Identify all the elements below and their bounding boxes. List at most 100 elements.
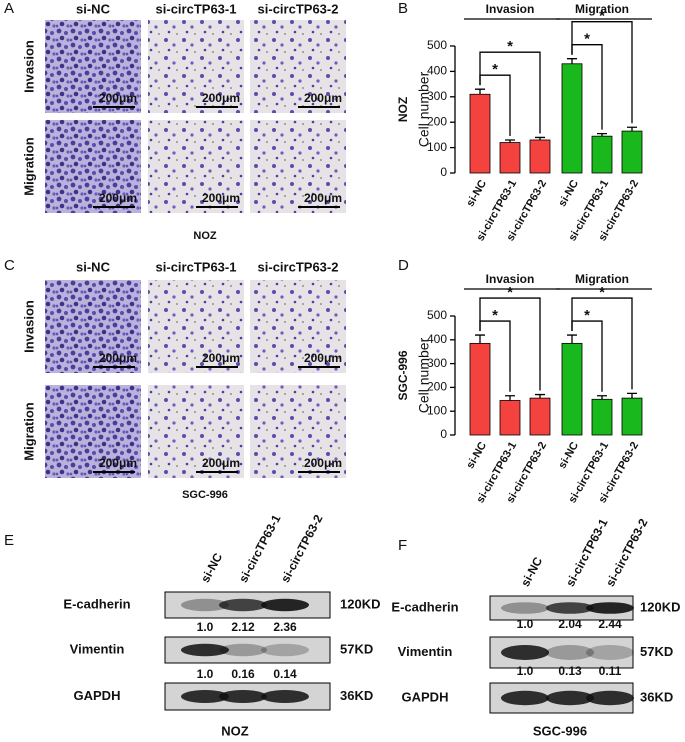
protein-label: Vimentin bbox=[70, 641, 125, 656]
blot-band bbox=[586, 690, 634, 706]
significance-mark: * bbox=[492, 307, 498, 324]
scale-bar-label: 200μm bbox=[202, 351, 240, 365]
row-label: Invasion bbox=[21, 40, 36, 93]
bar bbox=[529, 397, 551, 436]
error-bar bbox=[627, 392, 637, 399]
subject-label: SGC-996 bbox=[396, 350, 410, 400]
blot-band bbox=[546, 645, 594, 660]
size-label: 36KD bbox=[340, 688, 373, 703]
significance-mark: * bbox=[599, 8, 605, 25]
bar bbox=[561, 342, 583, 436]
blot-band bbox=[546, 690, 594, 706]
lane-label: si-circTP63-2 bbox=[603, 516, 651, 589]
error-bar bbox=[505, 395, 515, 401]
y-tick-label: 500 bbox=[427, 38, 447, 52]
y-tick-label: 0 bbox=[440, 427, 447, 441]
error-bar bbox=[505, 139, 515, 143]
caption: SGC-996 bbox=[182, 489, 228, 501]
lane-label: si-circTP63-1 bbox=[236, 512, 284, 585]
size-label: 57KD bbox=[340, 641, 373, 656]
micrograph bbox=[45, 280, 141, 373]
group-label: Migration bbox=[575, 272, 629, 286]
ratio-label: 2.44 bbox=[598, 617, 622, 631]
lane-label: si-circTP63-1 bbox=[563, 516, 611, 589]
error-bar bbox=[535, 136, 545, 140]
caption: NOZ bbox=[193, 230, 217, 242]
micrograph bbox=[250, 20, 346, 113]
scale-bar-label: 200μm bbox=[202, 191, 240, 205]
y-tick-label: 400 bbox=[427, 64, 447, 78]
size-label: 120KD bbox=[640, 599, 680, 614]
y-tick-label: 200 bbox=[427, 380, 447, 394]
protein-label: GAPDH bbox=[402, 689, 449, 704]
subject-label: NOZ bbox=[396, 97, 410, 122]
micrograph bbox=[45, 385, 141, 478]
blot-band bbox=[261, 643, 309, 657]
blot-strip bbox=[164, 636, 331, 664]
protein-label: E-cadherin bbox=[63, 596, 130, 611]
bar bbox=[529, 139, 551, 174]
micrograph bbox=[250, 280, 346, 373]
micrograph bbox=[250, 385, 346, 478]
blot-band bbox=[501, 645, 549, 660]
ratio-label: 2.04 bbox=[558, 617, 582, 631]
significance-bracket bbox=[571, 297, 633, 390]
bar bbox=[591, 398, 613, 436]
row-label: Migration bbox=[21, 137, 36, 196]
blot-band bbox=[181, 598, 229, 612]
scale-bar-label: 200μm bbox=[99, 91, 137, 105]
x-tick-label: si-NC bbox=[464, 178, 489, 209]
lane-label: si-NC bbox=[198, 550, 225, 585]
size-label: 36KD bbox=[640, 689, 673, 704]
micrograph bbox=[148, 385, 244, 478]
bar bbox=[561, 63, 583, 174]
protein-label: GAPDH bbox=[74, 688, 121, 703]
ratio-label: 0.14 bbox=[273, 667, 297, 681]
y-tick-label: 400 bbox=[427, 332, 447, 346]
ratio-label: 2.36 bbox=[273, 620, 297, 634]
panel-label: C bbox=[4, 257, 15, 274]
protein-label: Vimentin bbox=[398, 644, 453, 659]
error-bar bbox=[627, 126, 637, 132]
significance-bracket bbox=[479, 297, 541, 391]
caption: NOZ bbox=[221, 723, 249, 738]
ratio-label: 1.0 bbox=[517, 617, 534, 631]
blot-band bbox=[219, 643, 267, 657]
blot-band bbox=[181, 690, 229, 703]
group-label: Migration bbox=[575, 2, 629, 16]
blot-band bbox=[219, 598, 267, 612]
x-tick-label: si-NC bbox=[464, 440, 489, 471]
scale-bar-label: 200μm bbox=[99, 191, 137, 205]
x-tick-label: si-NC bbox=[556, 178, 581, 209]
micrograph bbox=[250, 120, 346, 213]
bar bbox=[621, 397, 643, 436]
significance-mark: * bbox=[599, 284, 605, 301]
column-label: si-NC bbox=[76, 1, 111, 16]
bar bbox=[469, 93, 491, 174]
panel-label: E bbox=[4, 532, 14, 549]
panel-label: B bbox=[398, 0, 408, 17]
blot-band bbox=[501, 690, 549, 706]
lane-label: si-circTP63-2 bbox=[278, 512, 326, 585]
bar bbox=[499, 142, 521, 174]
y-tick-label: 300 bbox=[427, 356, 447, 370]
column-label: si-circTP63-1 bbox=[156, 1, 237, 16]
ratio-label: 2.12 bbox=[231, 620, 255, 634]
panel-label: F bbox=[398, 537, 407, 554]
blot-band bbox=[219, 690, 267, 703]
y-axis-label: Cell number bbox=[416, 71, 432, 147]
scale-bar-label: 200μm bbox=[304, 456, 342, 470]
error-bar bbox=[597, 395, 607, 400]
blot-band bbox=[181, 643, 229, 657]
y-tick-label: 200 bbox=[427, 114, 447, 128]
blot-band bbox=[261, 690, 309, 703]
blot-band bbox=[261, 598, 309, 612]
significance-mark: * bbox=[584, 307, 590, 324]
panel-label: A bbox=[4, 0, 14, 17]
error-bar bbox=[475, 334, 485, 344]
blot-band bbox=[546, 602, 594, 614]
panel-label: D bbox=[398, 257, 409, 274]
column-label: si-circTP63-2 bbox=[258, 259, 339, 274]
error-bar bbox=[535, 393, 545, 399]
